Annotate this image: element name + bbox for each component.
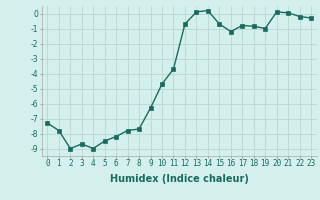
- X-axis label: Humidex (Indice chaleur): Humidex (Indice chaleur): [110, 174, 249, 184]
